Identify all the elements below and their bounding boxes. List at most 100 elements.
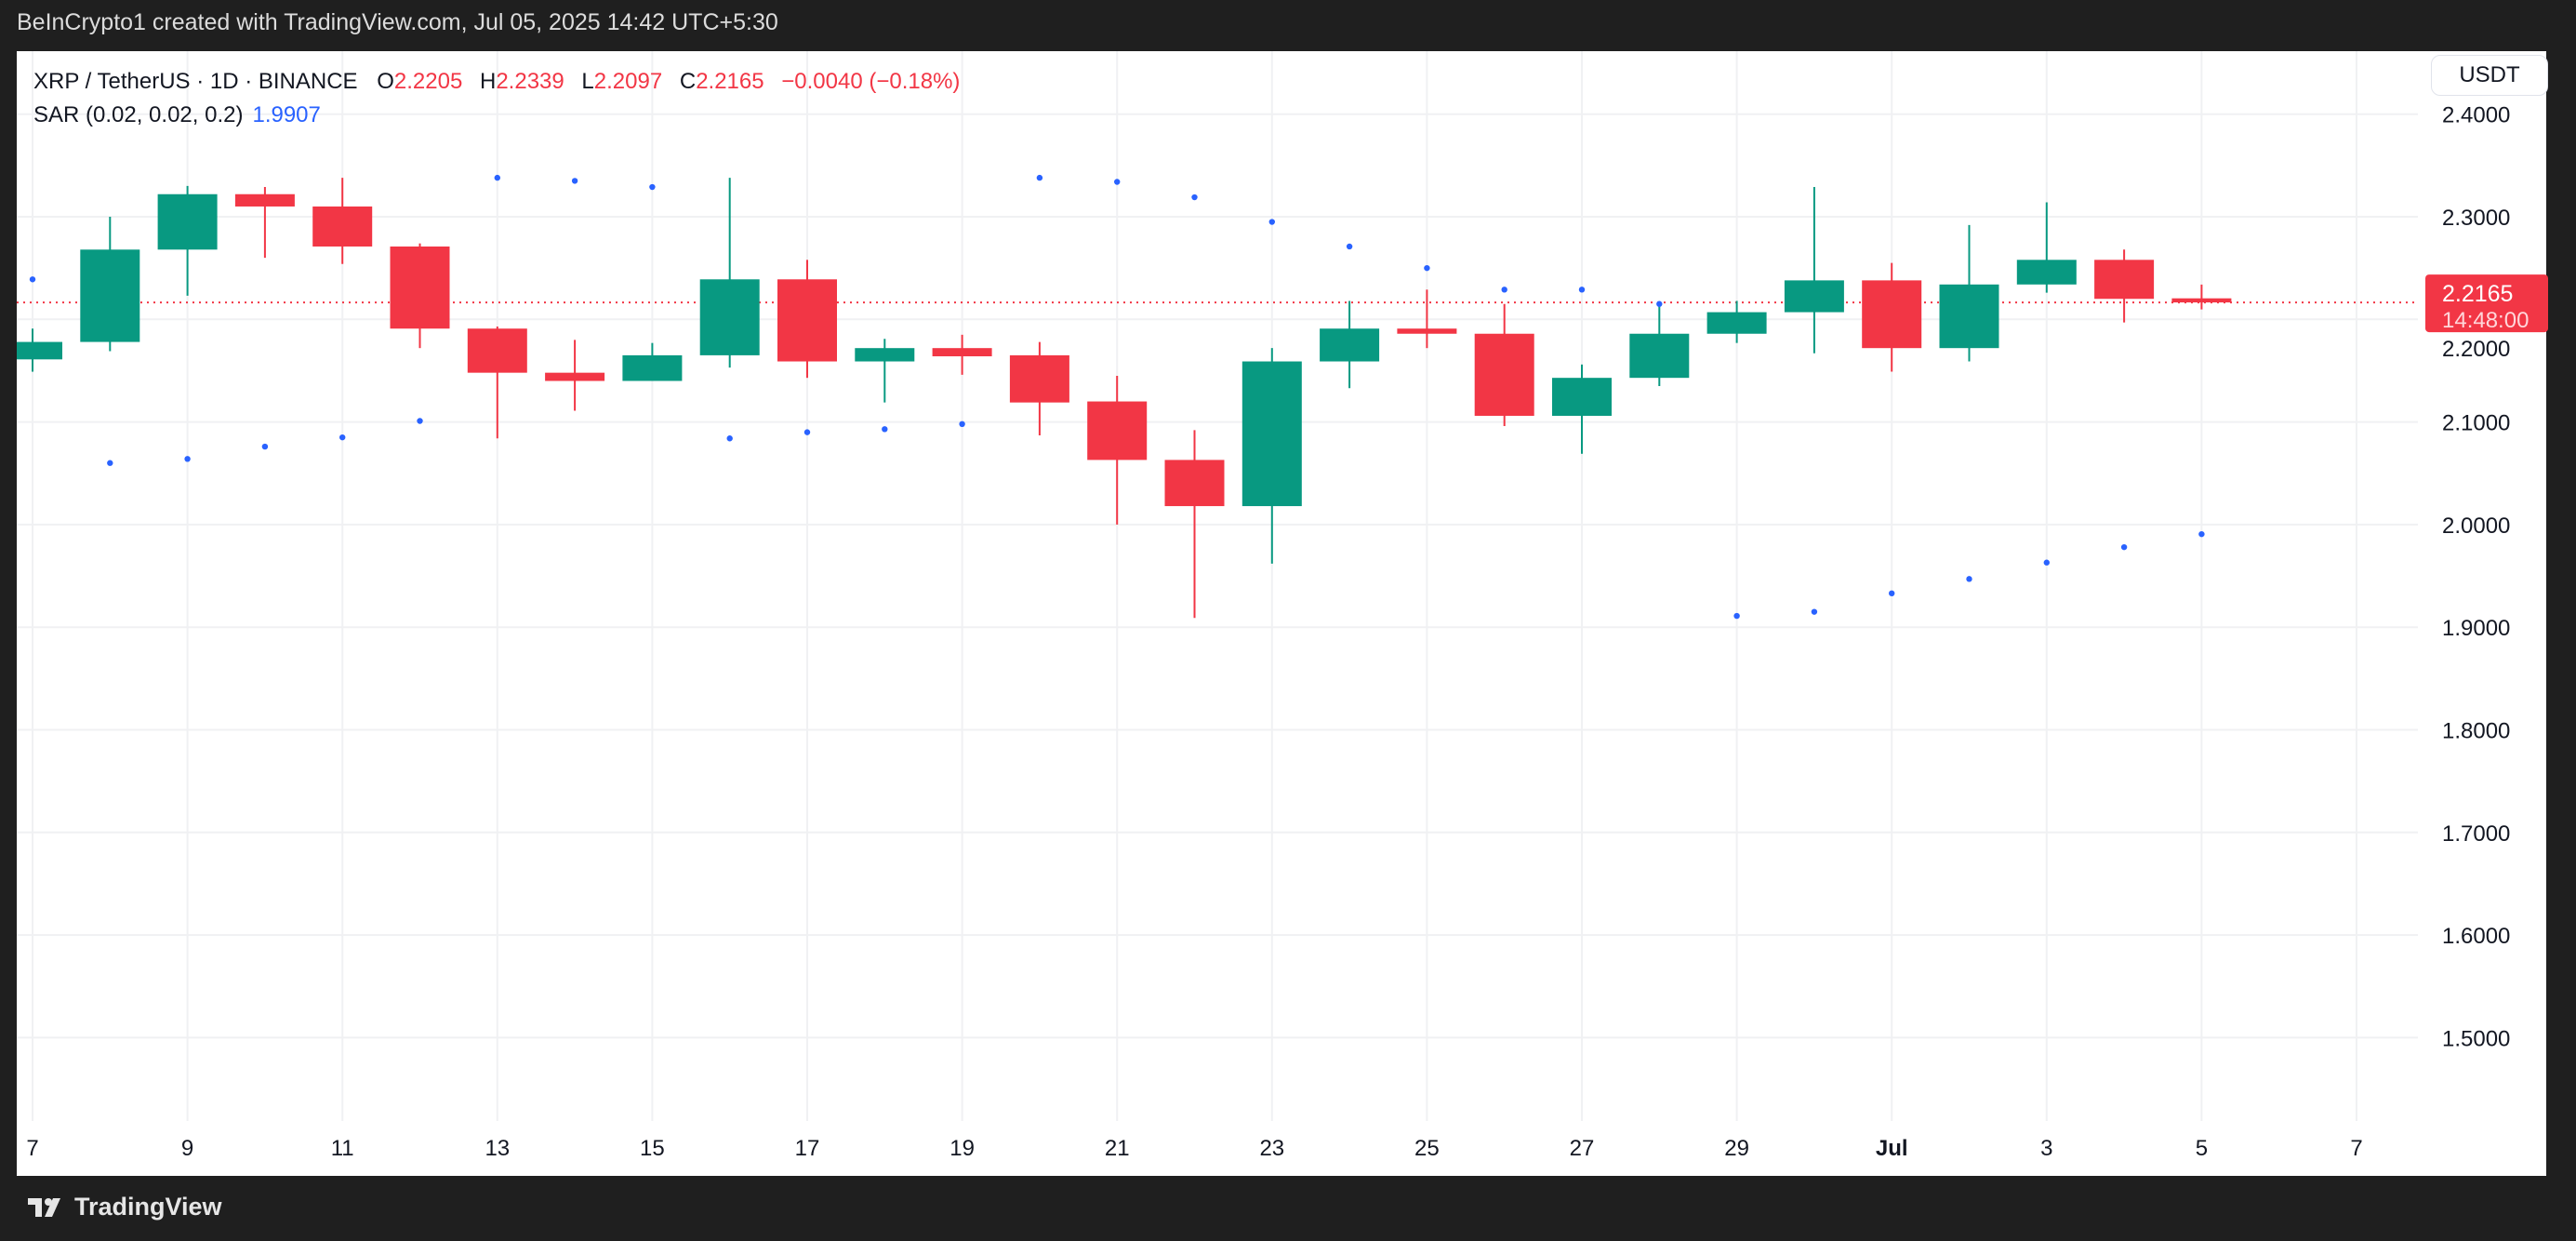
date-tick-label: 23 xyxy=(1259,1136,1284,1161)
candle xyxy=(1242,348,1302,564)
brand-name: TradingView xyxy=(74,1193,222,1221)
sar-dot xyxy=(726,435,733,442)
price-tick-label: 1.7000 xyxy=(2442,821,2510,847)
candle xyxy=(622,342,683,381)
date-tick-label: 15 xyxy=(640,1136,665,1161)
candle-body xyxy=(1706,312,1767,334)
candle-body xyxy=(1939,284,1999,349)
sar-dot xyxy=(2043,559,2050,566)
sar-value: 1.9907 xyxy=(252,102,321,127)
price-tick-label: 1.8000 xyxy=(2442,719,2510,744)
sar-dot xyxy=(1966,576,1972,582)
tradingview-brand[interactable]: TradingView xyxy=(28,1193,222,1221)
chart-legend: XRP / TetherUS · 1D · BINANCE O2.2205 H2… xyxy=(33,65,971,132)
low-label: L xyxy=(581,69,594,94)
sar-dot xyxy=(339,434,346,441)
date-tick-label: 29 xyxy=(1724,1136,1749,1161)
date-tick-label: 11 xyxy=(331,1136,354,1161)
date-tick-label: Jul xyxy=(1876,1136,1908,1161)
price-tick-label: 2.1000 xyxy=(2442,411,2510,436)
candle-body xyxy=(157,193,218,250)
candle-body xyxy=(1862,280,1922,349)
candle-body xyxy=(1629,333,1690,379)
sar-dot xyxy=(882,426,888,433)
candle xyxy=(2171,284,2232,310)
candle xyxy=(545,340,605,411)
low-value: 2.2097 xyxy=(593,69,663,94)
candle-body xyxy=(1009,354,1069,403)
last-price-box xyxy=(2425,274,2548,333)
candle xyxy=(1862,262,1922,372)
sar-dot xyxy=(1036,174,1043,181)
sar-legend[interactable]: SAR (0.02, 0.02, 0.2) 1.9907 xyxy=(33,99,971,132)
sar-dot xyxy=(1578,287,1586,293)
high-label: H xyxy=(479,69,497,94)
candle-body xyxy=(1784,280,1844,313)
plot-area xyxy=(17,174,2418,620)
candle xyxy=(312,178,373,264)
price-tick-label: 2.3000 xyxy=(2442,206,2510,231)
high-value: 2.2339 xyxy=(496,69,564,94)
candle xyxy=(80,217,140,352)
candle-body xyxy=(312,206,373,247)
sar-dot xyxy=(2120,543,2128,551)
candle-body xyxy=(390,246,450,329)
candle-body xyxy=(545,372,605,381)
sar-dot xyxy=(1346,243,1353,250)
price-tick-label: 2.0000 xyxy=(2442,514,2510,539)
date-tick-label: 13 xyxy=(485,1136,510,1161)
price-tick-label: 1.6000 xyxy=(2442,924,2510,949)
candle xyxy=(1009,341,1069,435)
chart-panel[interactable] xyxy=(17,51,2546,1176)
candle-body xyxy=(80,249,140,342)
open-label: O xyxy=(377,69,394,94)
candle-body xyxy=(467,328,527,373)
candle xyxy=(1629,303,1690,386)
sar-dot xyxy=(1191,193,1198,201)
candle xyxy=(1784,187,1844,354)
candle xyxy=(1397,289,1457,349)
candle xyxy=(1706,300,1767,343)
tradingview-logo-icon xyxy=(28,1197,60,1217)
price-tick-label: 2.4000 xyxy=(2442,103,2510,128)
date-tick-label: 3 xyxy=(2040,1136,2052,1161)
date-tick-label: 9 xyxy=(181,1136,193,1161)
date-tick-label: 27 xyxy=(1570,1136,1595,1161)
candle xyxy=(1552,364,1612,454)
candle-body xyxy=(1164,460,1225,507)
candle-body xyxy=(1397,328,1457,334)
open-value: 2.2205 xyxy=(393,69,463,94)
candle xyxy=(467,327,527,439)
candle-body xyxy=(932,348,992,357)
candle xyxy=(699,178,760,368)
symbol-title[interactable]: XRP / TetherUS · 1D · BINANCE xyxy=(33,69,358,94)
sar-dot xyxy=(1424,264,1430,272)
candle xyxy=(234,187,295,259)
price-tick-label: 1.5000 xyxy=(2442,1026,2510,1051)
close-value: 2.2165 xyxy=(696,69,764,94)
candle xyxy=(1087,375,1148,525)
close-label: C xyxy=(679,69,697,94)
sar-dot xyxy=(29,276,36,283)
candle-body xyxy=(2016,260,2077,285)
candle xyxy=(855,339,915,403)
candle-body xyxy=(1320,328,1380,362)
candle xyxy=(157,185,218,296)
ohlc-legend: XRP / TetherUS · 1D · BINANCE O2.2205 H2… xyxy=(33,65,971,99)
candle xyxy=(2016,202,2077,293)
sar-dot xyxy=(1656,300,1663,307)
sar-dot xyxy=(1889,590,1895,597)
candle-body xyxy=(1242,361,1302,507)
sar-label: SAR (0.02, 0.02, 0.2) xyxy=(33,102,244,127)
candle-body xyxy=(17,341,62,360)
date-tick-label: 19 xyxy=(949,1136,975,1161)
sar-dot xyxy=(649,183,656,191)
sar-dot xyxy=(1811,608,1818,615)
sar-dot xyxy=(1501,287,1507,293)
date-tick-label: 7 xyxy=(26,1136,38,1161)
currency-button[interactable]: USDT xyxy=(2431,55,2548,96)
candle-body xyxy=(777,279,837,362)
price-tick-label: 2.2000 xyxy=(2442,337,2510,362)
candle xyxy=(1164,430,1225,619)
